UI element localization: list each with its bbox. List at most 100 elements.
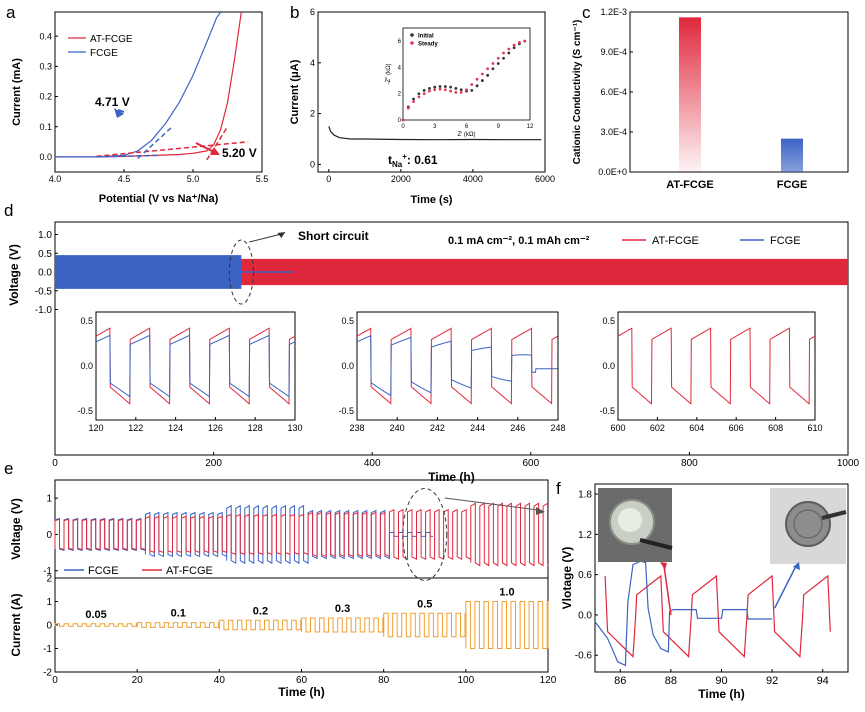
panel-d-ylabel: Voltage (V) xyxy=(7,244,21,306)
panel-b-inset-point-steady xyxy=(422,92,426,96)
panel-b-inset-point-steady xyxy=(443,88,447,92)
arrow xyxy=(195,142,215,153)
panel-d-inset-x-tick-label: 602 xyxy=(650,423,665,433)
panel-e-current-step xyxy=(136,622,220,628)
panel-b-y-tick-label: 2 xyxy=(310,109,315,119)
panel-d-inset-x-tick-label: 124 xyxy=(168,423,183,433)
panel-b-inset-point-initial xyxy=(422,89,426,92)
panel-a-tangent-red-base xyxy=(96,141,249,158)
annotation-value: : 0.61 xyxy=(407,153,438,167)
panel-a-legend-label: AT-FCGE xyxy=(90,34,133,45)
panel-a-axes xyxy=(54,11,263,173)
panel-letter: b xyxy=(290,3,299,22)
panel-f-series-at-fcge xyxy=(604,574,831,658)
panel-d-inset-blue xyxy=(356,334,558,397)
panel-e-current-step xyxy=(54,623,138,627)
panel-b-inset-point-steady xyxy=(428,89,431,93)
panel-e-x-tick-label: 0 xyxy=(52,675,58,686)
panel-c-category-label: FCGE xyxy=(777,179,808,191)
panel-b-inset-point-steady xyxy=(523,39,527,43)
panel-e-top-y-tick-label: 0 xyxy=(46,530,52,541)
panel-e-ylabel-top: Voltage (V) xyxy=(9,498,23,560)
panel-e-rate-label: 0.1 xyxy=(171,608,186,620)
panel-b-x-tick-label: 6000 xyxy=(535,174,555,184)
panel-b-inset-legend-label: Initial xyxy=(418,34,434,40)
panel-b-x-tick-label: 4000 xyxy=(463,174,483,184)
panel-e-x-tick-label: 80 xyxy=(378,675,390,686)
panel-f-x-tick-label: 94 xyxy=(817,675,829,687)
panel-b-inset-point-initial xyxy=(459,88,463,92)
panel-b-inset-y-tick-label: 4 xyxy=(398,65,402,71)
panel-b-inset-point-steady xyxy=(491,62,495,65)
panel-d-inset-x-tick-label: 600 xyxy=(610,423,625,433)
panel-d-x-tick-label: 0 xyxy=(52,458,58,469)
panel-e-axes xyxy=(54,479,549,673)
panel-d-inset-y-tick-label: 0.0 xyxy=(80,361,93,371)
panel-b-inset-point-initial xyxy=(491,67,495,71)
panel-e-top-y-tick-label: 1 xyxy=(46,494,52,505)
panel-a-annotation-red: 5.20 V xyxy=(222,146,257,160)
panel-a-x-tick-label: 5.0 xyxy=(187,174,200,184)
panel-b-inset-point-initial xyxy=(428,87,431,90)
panel-b-inset-point-steady xyxy=(475,77,479,81)
panel-e-legend-label: FCGE xyxy=(88,565,119,577)
panel-d-series-fcge xyxy=(55,255,242,289)
panel-b-inset-point-initial xyxy=(475,84,479,88)
panel-d-inset-x-tick-label: 238 xyxy=(349,423,364,433)
panel-b-inset-point-initial xyxy=(480,79,484,82)
panel-e-bottom-y-tick-label: -1 xyxy=(43,644,52,655)
panel-d-axes xyxy=(54,221,849,456)
panel-b-series xyxy=(328,126,542,141)
panel-d-inset-x-tick-label: 130 xyxy=(287,423,302,433)
panel-b-inset-point-steady xyxy=(496,56,500,60)
arrow xyxy=(117,109,125,113)
photo-coin-cell xyxy=(785,501,831,547)
panel-c-bar-fcge xyxy=(781,138,803,172)
panel-d-inset-y-tick-label: 0.5 xyxy=(602,316,615,326)
panel-d-x-tick-label: 200 xyxy=(205,458,222,469)
panel-f-y-tick-label: 0.6 xyxy=(578,570,592,581)
panel-b-inset-point-steady xyxy=(433,88,437,92)
panel-e-x-tick-label: 120 xyxy=(540,675,557,686)
panel-a-series-fcge xyxy=(55,12,222,158)
panel-b-inset-x-tick-label: 9 xyxy=(497,124,501,130)
panel-b-inset-point-steady xyxy=(512,43,516,47)
panel-b-inset-legend-marker xyxy=(410,41,414,45)
panel-a-arrow-head-red xyxy=(210,147,220,155)
panel-d-inset-x-tick-label: 610 xyxy=(807,423,822,433)
panel-b-inset-point-steady xyxy=(507,47,511,51)
photo-tweezers xyxy=(821,510,847,520)
panel-a-tangent-blue-base xyxy=(96,154,159,158)
panel-e-ylabel-bottom: Current (A) xyxy=(9,593,23,656)
panel-b-inset-point-initial xyxy=(507,51,511,55)
panel-f-x-tick-label: 92 xyxy=(766,675,778,687)
photo-tweezers xyxy=(639,538,673,550)
panel-b-inset-point-steady xyxy=(502,51,505,55)
panel-f-y-tick-label: 1.8 xyxy=(578,490,592,501)
panel-f-xlabel: Time (h) xyxy=(698,687,744,701)
panel-b-inset-point-initial xyxy=(449,85,453,89)
panel-a-y-tick-label: 0.0 xyxy=(39,152,52,162)
panel-e-x-tick-label: 40 xyxy=(214,675,226,686)
panel-e-rate-label: 1.0 xyxy=(499,587,514,599)
panel-b-inset-point-steady xyxy=(406,106,410,110)
panel-b-inset-point-steady xyxy=(486,67,490,71)
panel-a-x-tick-label: 5.5 xyxy=(256,174,269,184)
panel-b-inset-point-initial xyxy=(454,87,458,90)
panel-b-inset-x-tick-label: 12 xyxy=(527,124,534,130)
panel-d-inset-y-tick-label: 0.5 xyxy=(341,316,354,326)
panel-a-ylabel: Current (mA) xyxy=(11,58,23,126)
panel-f-y-tick-label: 0.0 xyxy=(578,610,592,621)
panel-b-inset-point-steady xyxy=(438,87,442,91)
panel-b-inset-point-initial xyxy=(512,46,516,50)
panel-a-xlabel: Potential (V vs Na⁺/Na) xyxy=(99,193,219,205)
panel-b-inset-x-tick-label: 0 xyxy=(401,124,405,130)
panel-letter: c xyxy=(582,3,591,22)
panel-e-legend-label: AT-FCGE xyxy=(166,565,213,577)
panel-a-x-tick-label: 4.5 xyxy=(118,174,131,184)
panel-letter: f xyxy=(556,479,561,498)
panel-a-tangent-blue-rise xyxy=(137,126,173,159)
panel-d-inset-x-tick-label: 248 xyxy=(550,423,565,433)
panel-d-inset-blue xyxy=(95,334,296,398)
panel-b-inset-legend-label: Steady xyxy=(418,42,438,48)
